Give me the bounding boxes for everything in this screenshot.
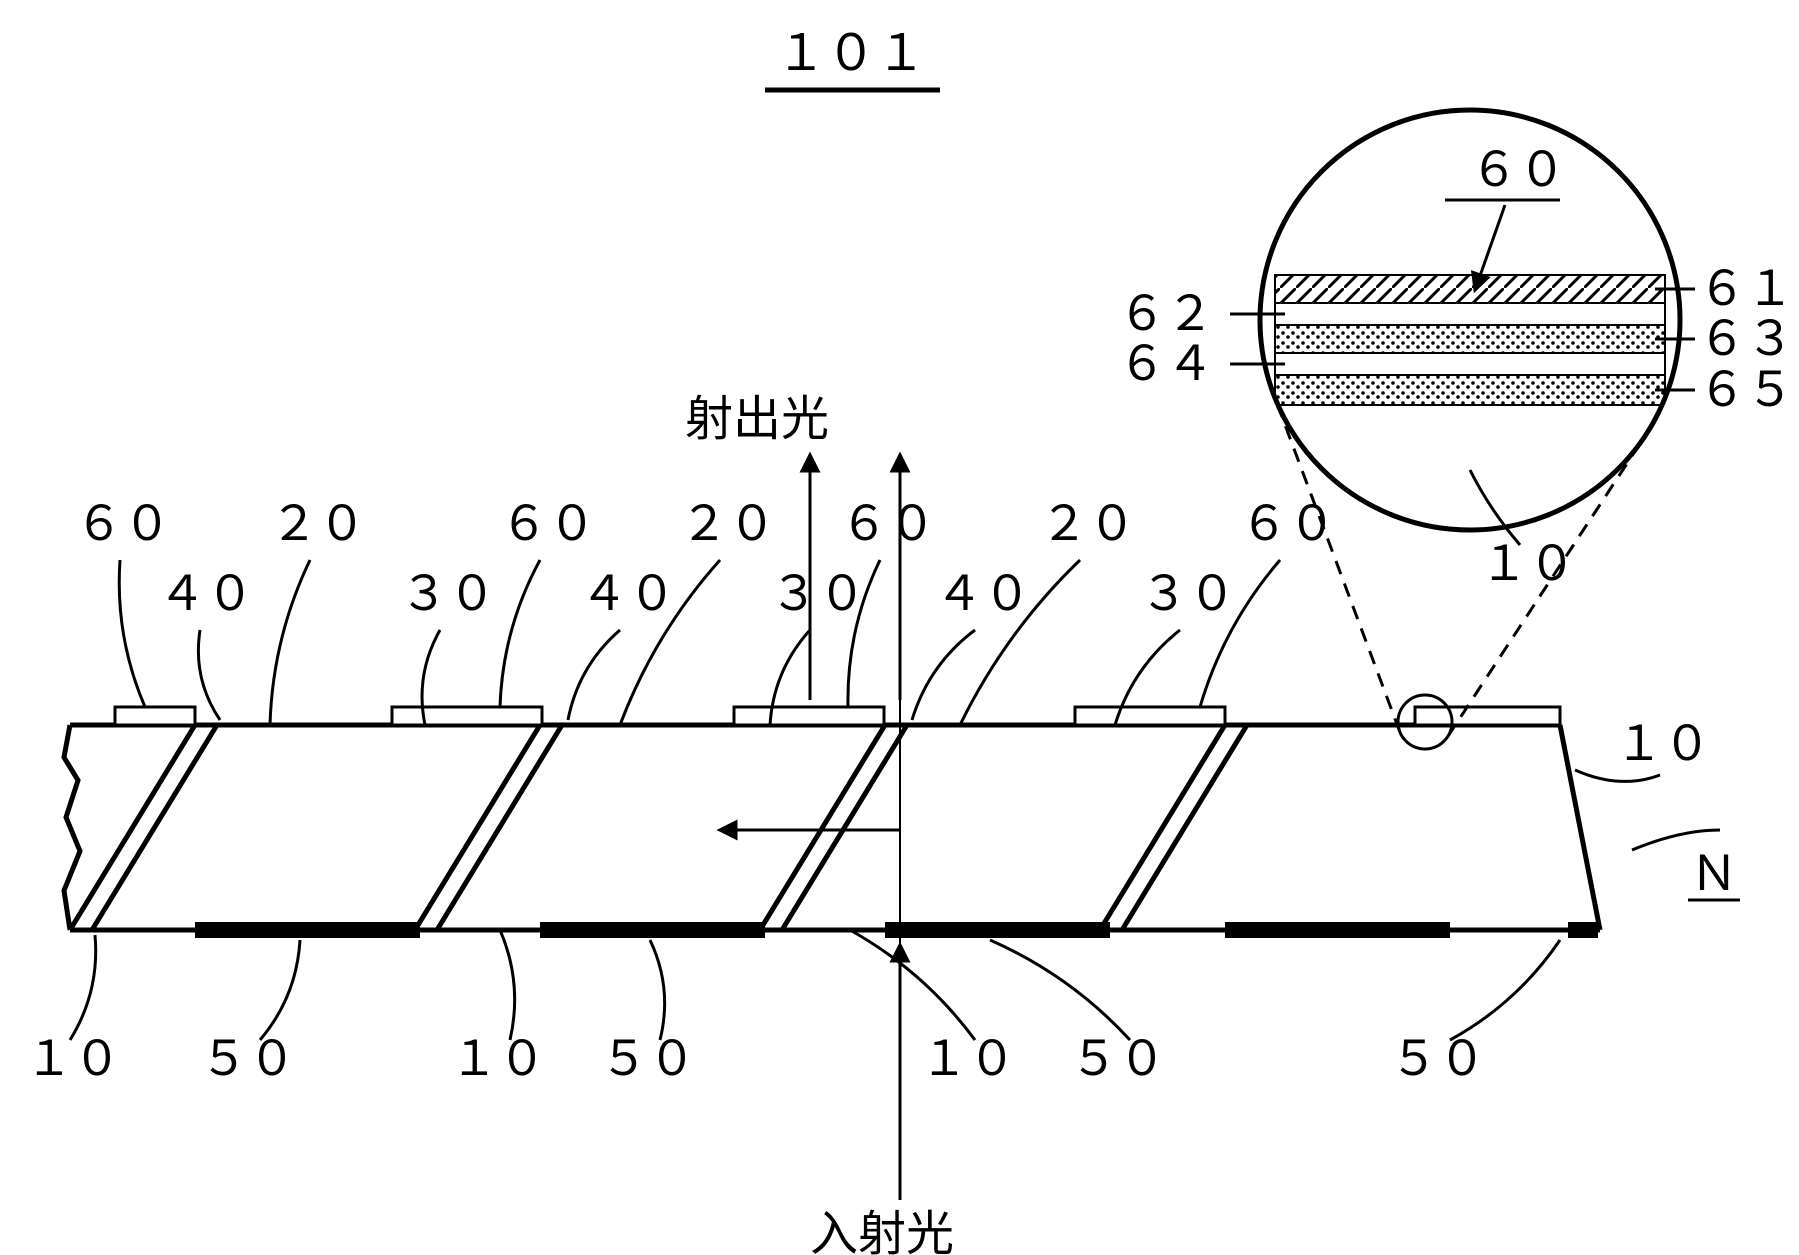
callout-label: ４０ bbox=[935, 568, 1031, 621]
svg-text:６３: ６３ bbox=[1698, 313, 1794, 366]
detail-substrate-label: １０ bbox=[1480, 538, 1576, 591]
leader-line bbox=[568, 630, 620, 720]
detail-header-label: ６０ bbox=[1470, 144, 1566, 197]
label-exit-light: 射出光 bbox=[685, 393, 829, 446]
diagram-root: １０１射出光入射光６０４０２０３０６０４０２０６０３０４０２０３０６０１０５０１… bbox=[0, 0, 1799, 1255]
callout-label: ２０ bbox=[680, 498, 776, 551]
svg-text:６１: ６１ bbox=[1698, 263, 1794, 316]
callout-label: ３０ bbox=[1140, 568, 1236, 621]
slant-line bbox=[1100, 725, 1225, 930]
svg-text:６５: ６５ bbox=[1698, 364, 1794, 417]
slant-line bbox=[1122, 725, 1247, 930]
plate-left-edge bbox=[64, 725, 80, 930]
callout-label: ５０ bbox=[600, 1033, 696, 1086]
callout-label: Ｎ bbox=[1690, 848, 1738, 901]
callout-label: １０ bbox=[920, 1033, 1016, 1086]
plate-right-edge bbox=[1560, 725, 1600, 930]
callout-label: ６０ bbox=[500, 498, 596, 551]
top-patch bbox=[734, 707, 884, 725]
callout-label: ３０ bbox=[400, 568, 496, 621]
callout-label: １０ bbox=[1615, 718, 1711, 771]
callout-label: ６０ bbox=[75, 498, 171, 551]
callout-label: ２０ bbox=[270, 498, 366, 551]
callout-label: ５０ bbox=[200, 1033, 296, 1086]
callout-label: １０ bbox=[25, 1033, 121, 1086]
slant-line bbox=[760, 725, 885, 930]
callout-label: ６０ bbox=[840, 498, 936, 551]
leader-line bbox=[1632, 830, 1720, 850]
callout-label: ３０ bbox=[770, 568, 866, 621]
top-patch bbox=[1075, 707, 1225, 725]
callout-label: ５０ bbox=[1390, 1033, 1486, 1086]
svg-text:６４: ６４ bbox=[1118, 338, 1214, 391]
leader-line bbox=[1575, 770, 1660, 781]
slant-line bbox=[92, 725, 217, 930]
figure-number: １０１ bbox=[776, 25, 926, 81]
slant-line bbox=[70, 725, 195, 930]
top-patch bbox=[1415, 707, 1560, 725]
svg-text:６２: ６２ bbox=[1118, 288, 1214, 341]
callout-label: ５０ bbox=[1070, 1033, 1166, 1086]
label-incident-light: 入射光 bbox=[810, 1208, 954, 1255]
callout-label: １０ bbox=[450, 1033, 546, 1086]
leader-line bbox=[500, 930, 515, 1040]
top-patch bbox=[392, 707, 542, 725]
slant-line bbox=[415, 725, 540, 930]
leader-line bbox=[990, 940, 1130, 1040]
callout-label: ２０ bbox=[1040, 498, 1136, 551]
leader-line bbox=[650, 940, 665, 1040]
leader-line bbox=[70, 935, 96, 1040]
top-patch bbox=[115, 707, 195, 725]
leader-line bbox=[270, 560, 310, 725]
slant-line bbox=[437, 725, 562, 930]
callout-label: ４０ bbox=[158, 568, 254, 621]
leader-line bbox=[198, 630, 220, 720]
leader-line bbox=[119, 560, 145, 707]
slant-line bbox=[782, 725, 907, 930]
leader-line bbox=[260, 940, 300, 1040]
callout-label: ４０ bbox=[580, 568, 676, 621]
leader-line bbox=[1450, 940, 1560, 1040]
leader-line bbox=[500, 560, 540, 707]
leader-line bbox=[912, 630, 975, 720]
leader-line bbox=[850, 930, 975, 1040]
